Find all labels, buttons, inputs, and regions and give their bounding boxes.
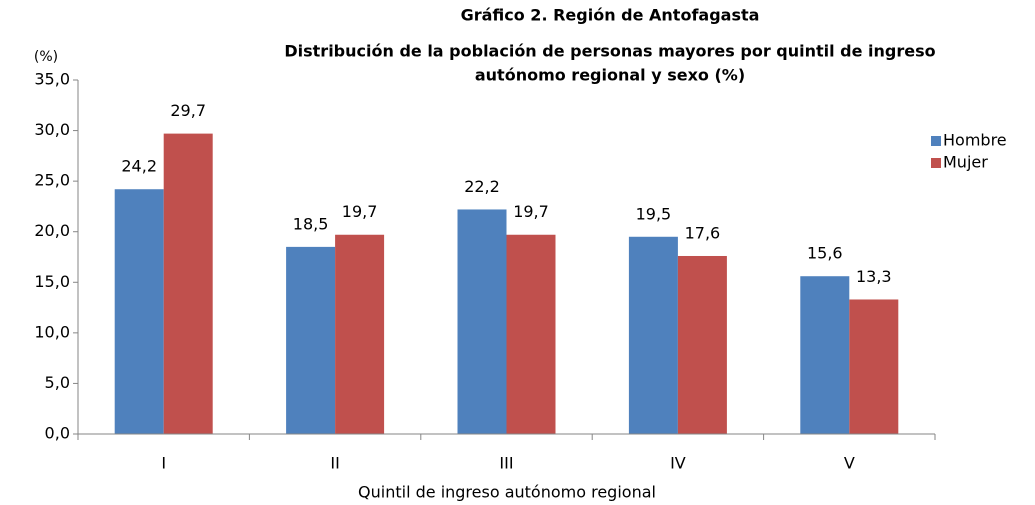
bar [800,276,850,434]
x-tick-label: V [844,454,855,473]
y-tick-label: 15,0 [34,272,70,291]
y-tick-label: 25,0 [34,171,70,190]
legend-swatch [931,158,941,168]
chart-subtitle: autónomo regional y sexo (%) [475,66,745,85]
x-tick-label: I [161,454,166,473]
data-label: 18,5 [293,214,329,233]
bar [335,234,385,434]
legend-label: Mujer [943,153,988,172]
data-label: 19,5 [636,204,672,223]
bar [457,209,507,434]
data-label: 19,7 [513,202,549,221]
legend-label: Hombre [943,131,1007,150]
data-label: 13,3 [856,267,892,286]
data-label: 22,2 [464,177,500,196]
x-tick-label: IV [670,454,686,473]
y-tick-label: 10,0 [34,322,70,341]
bar [677,255,727,434]
x-tick-label: III [499,454,513,473]
y-tick-label: 0,0 [45,424,70,443]
legend-swatch [931,136,941,146]
data-label: 24,2 [121,157,157,176]
bar [628,236,678,434]
bar [163,133,213,434]
bar [506,234,556,434]
data-label: 19,7 [342,202,378,221]
y-tick-label: 20,0 [34,221,70,240]
y-tick-label: 30,0 [34,120,70,139]
x-axis-label: Quintil de ingreso autónomo regional [358,483,656,502]
y-tick-label: 5,0 [45,373,70,392]
y-tick-label: 35,0 [34,70,70,89]
data-label: 17,6 [685,223,721,242]
chart-title: Gráfico 2. Región de Antofagasta [461,6,760,25]
chart-subtitle: Distribución de la población de personas… [284,42,935,61]
y-axis-label: (%) [34,49,58,65]
bar [114,189,164,434]
bar [849,299,899,434]
data-label: 29,7 [170,101,206,120]
data-label: 15,6 [807,244,843,263]
x-tick-label: II [330,454,339,473]
bar [286,246,336,434]
